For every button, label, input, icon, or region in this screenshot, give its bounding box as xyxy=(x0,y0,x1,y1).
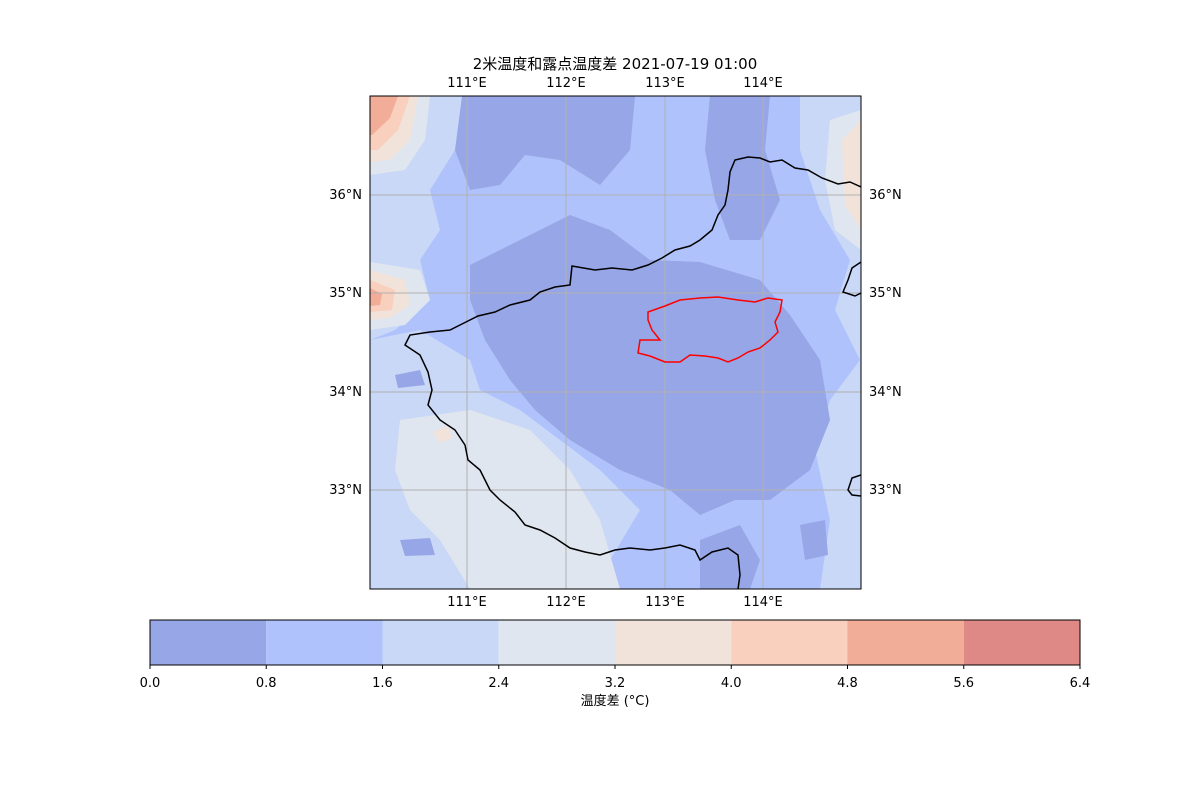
colorbar-segment xyxy=(731,620,848,665)
colorbar-segment xyxy=(382,620,499,665)
colorbar: 0.0 0.8 1.6 2.4 3.2 4.0 4.8 5.6 6.4 温度差 (°C) xyxy=(140,619,1091,709)
lat-label: 36°N xyxy=(329,188,362,203)
lon-label: 114°E xyxy=(743,76,783,91)
lon-label: 114°E xyxy=(743,595,783,610)
lat-labels-left: 36°N 35°N 34°N 33°N xyxy=(329,188,362,498)
colorbar-tick-label: 1.6 xyxy=(372,676,393,691)
colorbar-segment xyxy=(963,620,1080,665)
lon-labels-top: 111°E 112°E 113°E 114°E xyxy=(447,76,783,91)
lon-labels-bottom: 111°E 112°E 113°E 114°E xyxy=(447,595,783,610)
colorbar-tick-label: 3.2 xyxy=(605,676,626,691)
colorbar-tick-label: 6.4 xyxy=(1070,676,1091,691)
lon-label: 113°E xyxy=(645,76,685,91)
province-boundary xyxy=(404,156,861,589)
colorbar-label: 温度差 (°C) xyxy=(581,693,650,709)
colorbar-tick-label: 4.0 xyxy=(721,676,742,691)
map-gridlines xyxy=(370,96,861,589)
map-panel xyxy=(369,95,862,590)
colorbar-tick-label: 2.4 xyxy=(488,676,509,691)
colorbar-segment xyxy=(847,620,964,665)
colorbar-ticks: 0.0 0.8 1.6 2.4 3.2 4.0 4.8 5.6 6.4 xyxy=(140,665,1091,691)
lon-label: 112°E xyxy=(546,76,586,91)
lat-label: 34°N xyxy=(329,385,362,400)
lon-label: 111°E xyxy=(447,76,487,91)
lat-label: 34°N xyxy=(869,385,902,400)
contour-fill xyxy=(370,96,861,589)
lat-labels-right: 36°N 35°N 34°N 33°N xyxy=(869,188,902,498)
city-boundary xyxy=(637,296,783,363)
colorbar-tick-label: 0.8 xyxy=(256,676,277,691)
lon-label: 113°E xyxy=(645,595,685,610)
colorbar-segment xyxy=(498,620,615,665)
map-title: 2米温度和露点温度差 2021-07-19 01:00 xyxy=(473,55,757,73)
colorbar-tick-label: 0.0 xyxy=(140,676,161,691)
lat-label: 36°N xyxy=(869,188,902,203)
colorbar-tick-label: 4.8 xyxy=(837,676,858,691)
colorbar-segment xyxy=(266,620,383,665)
colorbar-segments xyxy=(150,620,1080,665)
lat-label: 33°N xyxy=(869,483,902,498)
colorbar-segment xyxy=(615,620,732,665)
lon-label: 111°E xyxy=(447,595,487,610)
colorbar-tick-label: 5.6 xyxy=(953,676,974,691)
lon-label: 112°E xyxy=(546,595,586,610)
lat-label: 33°N xyxy=(329,483,362,498)
lat-label: 35°N xyxy=(329,286,362,301)
lat-label: 35°N xyxy=(869,286,902,301)
colorbar-segment xyxy=(150,620,267,665)
